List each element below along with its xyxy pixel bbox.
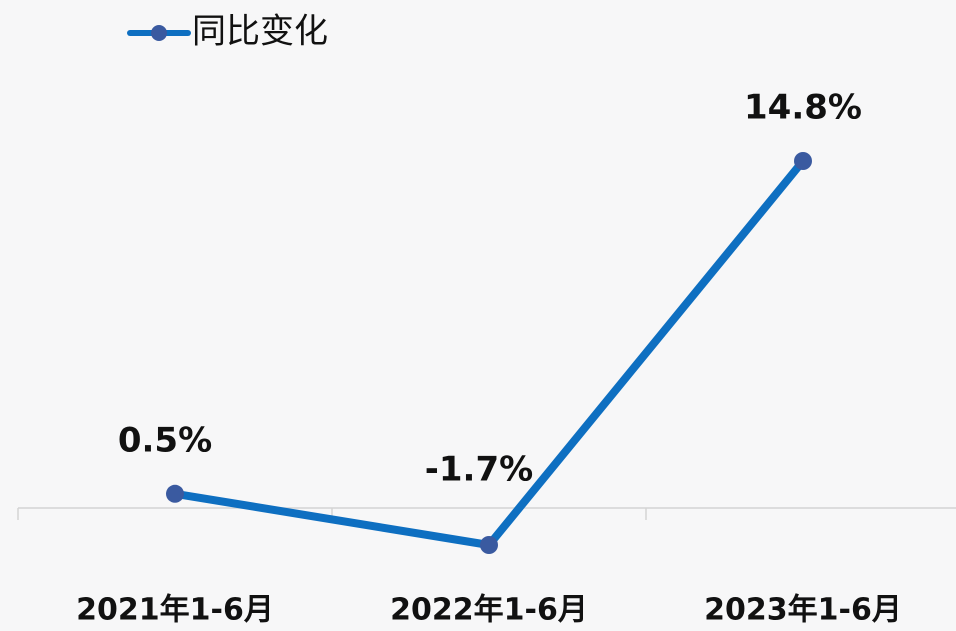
value-label: 14.8%: [744, 88, 862, 128]
x-tick-label: 2023年1-6月: [704, 593, 902, 628]
point: [166, 485, 184, 503]
legend-label: 同比变化: [192, 12, 328, 52]
point: [794, 152, 812, 170]
legend-marker: [151, 25, 167, 41]
x-tick-label: 2022年1-6月: [390, 593, 588, 628]
value-label: 0.5%: [118, 420, 212, 460]
x-tick-label: 2021年1-6月: [76, 593, 274, 628]
value-label: -1.7%: [425, 450, 533, 490]
page: 同比变化 0.5% -1.7% 14.8% 2021年1-6月 2022年1-6月 2023…: [0, 0, 956, 631]
chart: 同比变化 0.5% -1.7% 14.8% 2021年1-6月 2022年1-6月 2023…: [0, 0, 956, 631]
point: [480, 536, 498, 554]
